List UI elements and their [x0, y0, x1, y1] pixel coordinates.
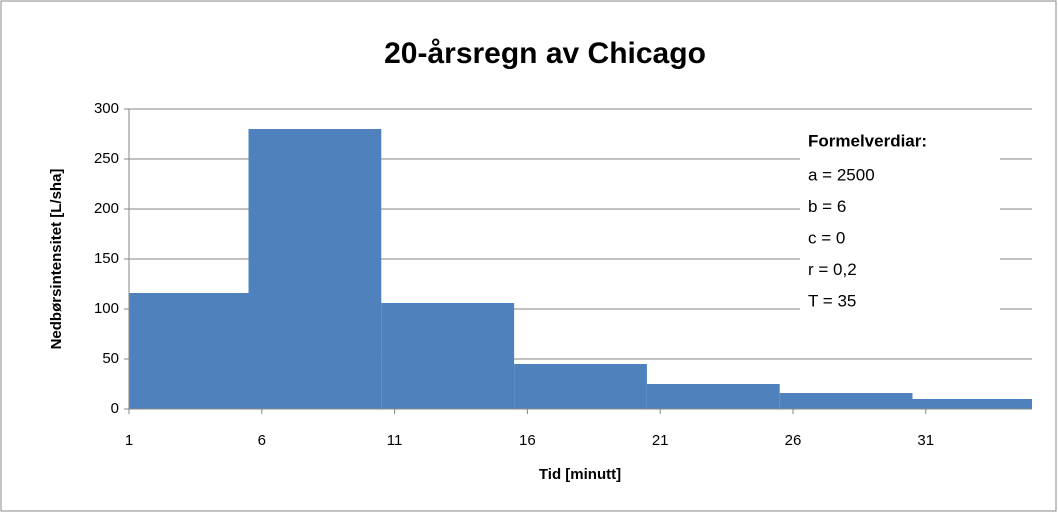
- y-tick-label: 300: [94, 100, 119, 117]
- y-tick-label: 100: [94, 300, 119, 317]
- y-tick-label: 0: [111, 400, 119, 417]
- bar: [248, 129, 382, 409]
- y-tick-label: 250: [94, 150, 119, 167]
- x-tick-label: 11: [387, 432, 403, 449]
- bar: [381, 303, 515, 409]
- chart-title: 20-årsregn av Chicago: [384, 37, 706, 70]
- y-tick-label: 200: [94, 200, 119, 217]
- bar: [129, 293, 249, 409]
- x-tick-label: 26: [785, 432, 802, 449]
- y-axis-label: Nedbørsintensitet [L/sha]: [48, 169, 65, 350]
- bar: [779, 393, 913, 409]
- x-axis-label: Tid [minutt]: [539, 466, 621, 483]
- annotation-line: a = 2500: [808, 165, 875, 184]
- x-tick-label: 16: [519, 432, 536, 449]
- x-tick-label: 31: [917, 432, 934, 449]
- x-tick-label: 6: [258, 432, 266, 449]
- y-tick-label: 50: [102, 350, 119, 367]
- annotation-line: T = 35: [808, 291, 856, 310]
- bar: [514, 364, 647, 409]
- annotation-line: c = 0: [808, 228, 845, 247]
- annotation-box: [800, 125, 1000, 320]
- annotation-line: r = 0,2: [808, 260, 857, 279]
- x-tick-label: 21: [652, 432, 669, 449]
- bar: [646, 384, 780, 409]
- x-tick-label: 1: [125, 432, 133, 449]
- bar: [912, 399, 1032, 409]
- y-tick-label: 150: [94, 250, 119, 267]
- annotation-line: b = 6: [808, 197, 846, 216]
- annotation-title: Formelverdiar:: [808, 131, 927, 150]
